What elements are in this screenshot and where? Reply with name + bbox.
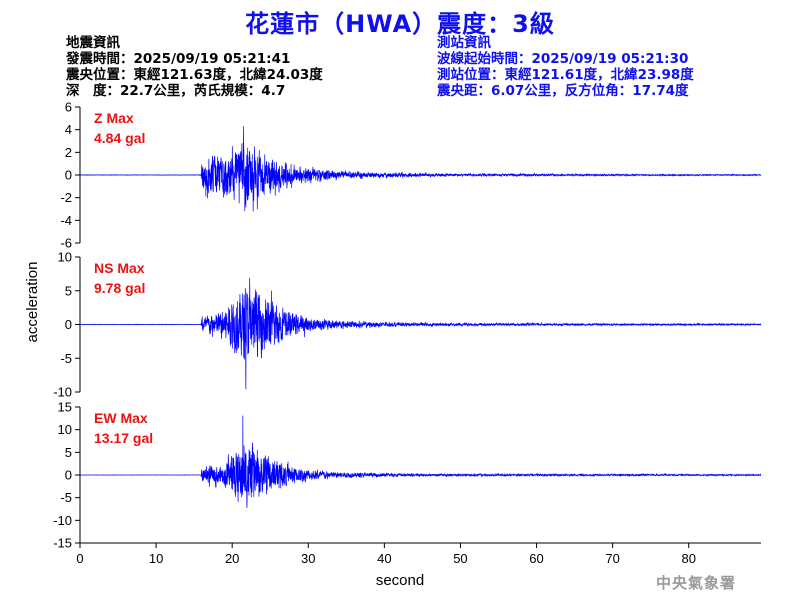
max-label-z: Z Max [94,110,134,126]
waveform-trace-ew [80,415,762,508]
y-tick-label: -15 [53,536,72,551]
x-tick-label: 80 [681,551,695,566]
y-axis-label: acceleration [24,262,41,343]
y-tick-label: -5 [60,490,72,505]
y-tick-label: -10 [53,513,72,528]
y-tick-label: -5 [60,351,72,366]
y-tick-label: -2 [60,190,72,205]
x-tick-label: 60 [529,551,543,566]
y-tick-label: -6 [60,236,72,251]
y-tick-label: 10 [58,250,72,265]
y-tick-label: 4 [65,122,72,137]
event-info: 地震資訊 發震時間：2025/09/19 05:21:41 震央位置：東經121… [66,35,323,99]
x-tick-label: 20 [225,551,239,566]
y-tick-label: 2 [65,145,72,160]
station-info-heading: 測站資訊 [437,35,491,51]
x-tick-label: 70 [605,551,619,566]
max-value-ns: 9.78 gal [94,280,145,296]
x-tick-label: 40 [377,551,391,566]
max-value-ew: 13.17 gal [94,430,153,446]
wave-start-time: 波線起始時間：2025/09/19 05:21:30 [437,51,689,67]
epicenter-location: 震央位置：東經121.63度，北緯24.03度 [66,67,323,83]
agency-watermark: 中央氣象署 [656,574,737,592]
x-axis-label: second [376,572,424,589]
y-tick-label: 0 [65,168,72,183]
y-tick-label: 6 [65,100,72,115]
depth-magnitude: 深 度：22.7公里，芮氏規模：4.7 [66,83,286,99]
x-tick-label: 30 [301,551,315,566]
max-label-ns: NS Max [94,260,145,276]
station-info: 測站資訊 波線起始時間：2025/09/19 05:21:30 測站位置：東經1… [437,35,694,99]
station-location: 測站位置：東經121.61度，北緯23.98度 [437,67,694,83]
x-tick-label: 0 [76,551,83,566]
y-tick-label: -4 [60,213,72,228]
x-tick-label: 10 [149,551,163,566]
max-value-z: 4.84 gal [94,130,145,146]
event-info-heading: 地震資訊 [66,35,120,51]
page-title: 花蓮市（HWA）震度：3級 [245,10,555,38]
origin-time: 發震時間：2025/09/19 05:21:41 [66,51,291,67]
y-tick-label: 5 [65,445,72,460]
y-tick-label: 10 [58,422,72,437]
max-label-ew: EW Max [94,410,148,426]
waveform-trace-z [79,126,762,212]
y-tick-label: 15 [58,400,72,415]
y-tick-label: -10 [53,385,72,400]
distance-azimuth: 震央距：6.07公里，反方位角：17.74度 [437,83,689,99]
waveform-trace-ns [79,277,762,390]
x-tick-label: 50 [453,551,467,566]
y-tick-label: 5 [65,283,72,298]
y-tick-label: 0 [65,468,72,483]
y-tick-label: 0 [65,317,72,332]
